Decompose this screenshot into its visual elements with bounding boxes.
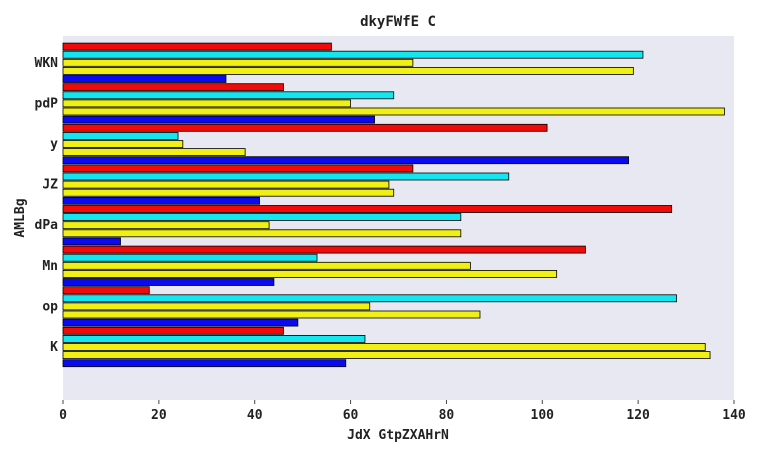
bar-K-yellow-a bbox=[62, 351, 711, 360]
bar-K-yellow-b bbox=[62, 343, 706, 351]
bar-dPa-yellow-a bbox=[62, 229, 462, 238]
bar-dPa-red bbox=[62, 205, 673, 213]
bar-Mn-yellow-b bbox=[62, 261, 471, 270]
bar-JZ-yellow-a bbox=[62, 188, 395, 197]
bar-K-cyan bbox=[62, 334, 366, 343]
x-tick-label: 60 bbox=[343, 408, 359, 423]
x-tick-label: 80 bbox=[439, 408, 455, 423]
bar-Mn-blue bbox=[62, 278, 275, 286]
x-tick-label: 20 bbox=[151, 408, 167, 423]
bar-op-red bbox=[62, 286, 150, 295]
y-tick-label: WKN bbox=[35, 56, 59, 71]
bar-Mn-yellow-a bbox=[62, 269, 558, 278]
x-axis-label: JdX GtpZXAHrN bbox=[347, 428, 449, 443]
bar-WKN-yellow-a bbox=[62, 67, 634, 75]
x-tick-label: 0 bbox=[59, 408, 67, 423]
bar-Mn-red bbox=[62, 245, 586, 254]
y-tick-label: JZ bbox=[42, 178, 58, 193]
chart-title: dkyFWfE C bbox=[360, 14, 436, 30]
bar-op-blue bbox=[62, 318, 299, 327]
bar-pdP-blue bbox=[62, 115, 375, 124]
x-tick-label: 140 bbox=[722, 408, 746, 423]
bar-op-yellow-a bbox=[62, 310, 481, 319]
bar-JZ-red bbox=[62, 164, 414, 173]
y-tick-label: y bbox=[50, 137, 58, 152]
bar-y-cyan bbox=[62, 131, 179, 140]
bar-WKN-cyan bbox=[62, 50, 644, 59]
bar-y-yellow-b bbox=[62, 140, 184, 148]
y-tick-label: K bbox=[50, 340, 58, 355]
y-tick-label: pdP bbox=[35, 96, 59, 111]
x-tick-label: 100 bbox=[531, 408, 555, 423]
bar-dPa-cyan bbox=[62, 213, 462, 222]
bar-op-yellow-b bbox=[62, 302, 371, 311]
bar-y-blue bbox=[62, 156, 629, 165]
bar-y-red bbox=[62, 123, 548, 132]
bar-WKN-blue bbox=[62, 75, 227, 83]
y-tick-label: Mn bbox=[42, 259, 58, 274]
bar-pdP-cyan bbox=[62, 91, 395, 100]
bar-dPa-yellow-b bbox=[62, 221, 270, 230]
bar-pdP-yellow-b bbox=[62, 99, 351, 108]
x-tick-label: 40 bbox=[247, 408, 263, 423]
bar-JZ-cyan bbox=[62, 172, 510, 181]
x-tick-label: 120 bbox=[626, 408, 650, 423]
bar-y-yellow-a bbox=[62, 148, 246, 157]
bar-JZ-blue bbox=[62, 196, 260, 205]
y-tick-label: dPa bbox=[35, 218, 59, 233]
bar-pdP-red bbox=[62, 83, 284, 92]
bar-K-blue bbox=[62, 359, 347, 368]
bar-pdP-yellow-a bbox=[62, 107, 725, 116]
bar-dPa-blue bbox=[62, 237, 121, 246]
bar-JZ-yellow-b bbox=[62, 180, 390, 189]
bar-WKN-red bbox=[62, 42, 332, 51]
bar-K-red bbox=[62, 326, 284, 335]
y-axis-label: AMLBg bbox=[13, 198, 28, 237]
bar-Mn-cyan bbox=[62, 253, 318, 262]
y-tick-label: op bbox=[42, 299, 58, 314]
bar-op-cyan bbox=[62, 294, 677, 303]
bar-WKN-yellow-b bbox=[62, 58, 414, 67]
